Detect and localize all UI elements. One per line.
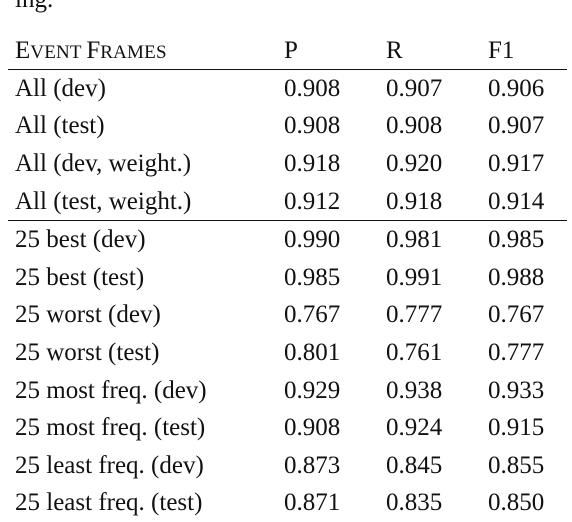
cell-p: 0.918	[277, 145, 379, 183]
cell-p: 0.767	[277, 297, 379, 335]
cell-r: 0.924	[379, 409, 481, 447]
cell-r: 0.938	[379, 372, 481, 410]
cell-f1: 0.933	[481, 372, 567, 410]
row-label: 25 worst (dev)	[8, 297, 277, 335]
cell-p: 0.908	[277, 409, 379, 447]
header-row: EVENT FRAMES P R F1	[8, 33, 567, 70]
cell-f1: 0.767	[481, 297, 567, 335]
row-label: All (test, weight.)	[8, 183, 277, 221]
cell-f1: 0.907	[481, 108, 567, 146]
table-row: 25 best (test) 0.985 0.991 0.988	[8, 259, 567, 297]
table-row: 25 most freq. (dev) 0.929 0.938 0.933	[8, 372, 567, 410]
table-row: 25 least freq. (test) 0.871 0.835 0.850	[8, 485, 567, 522]
table-header: EVENT FRAMES P R F1	[8, 33, 567, 70]
table-row: All (dev) 0.908 0.907 0.906	[8, 70, 567, 108]
row-label: All (dev)	[8, 70, 277, 108]
cell-p: 0.873	[277, 447, 379, 485]
table-row: 25 least freq. (dev) 0.873 0.845 0.855	[8, 447, 567, 485]
row-label: 25 most freq. (dev)	[8, 372, 277, 410]
cell-r: 0.777	[379, 297, 481, 335]
row-label: 25 most freq. (test)	[8, 409, 277, 447]
cell-p: 0.908	[277, 108, 379, 146]
row-label: All (dev, weight.)	[8, 145, 277, 183]
cell-r: 0.920	[379, 145, 481, 183]
cell-r: 0.918	[379, 183, 481, 221]
column-header-r: R	[379, 33, 481, 70]
cell-p: 0.929	[277, 372, 379, 410]
cell-p: 0.985	[277, 259, 379, 297]
cell-f1: 0.777	[481, 334, 567, 372]
frames-rest: RAMES	[100, 42, 166, 63]
cell-p: 0.912	[277, 183, 379, 221]
column-header-p: P	[277, 33, 379, 70]
column-header-f1: F1	[481, 33, 567, 70]
event-initial: E	[15, 37, 30, 64]
header-fragment: ing.	[15, 0, 115, 14]
results-table: EVENT FRAMES P R F1 All (dev) 0.908 0.90…	[8, 33, 567, 522]
cell-p: 0.908	[277, 70, 379, 108]
table-row: All (test, weight.) 0.912 0.918 0.914	[8, 183, 567, 221]
table-row: 25 worst (test) 0.801 0.761 0.777	[8, 334, 567, 372]
cell-p: 0.990	[277, 221, 379, 259]
row-label: All (test)	[8, 108, 277, 146]
table-row: All (test) 0.908 0.908 0.907	[8, 108, 567, 146]
row-label: 25 worst (test)	[8, 334, 277, 372]
table-row: 25 most freq. (test) 0.908 0.924 0.915	[8, 409, 567, 447]
cell-r: 0.991	[379, 259, 481, 297]
cell-r: 0.908	[379, 108, 481, 146]
event-rest: VENT	[30, 42, 86, 63]
cell-p: 0.801	[277, 334, 379, 372]
cell-r: 0.845	[379, 447, 481, 485]
table-body: All (dev) 0.908 0.907 0.906 All (test) 0…	[8, 70, 567, 522]
cell-f1: 0.915	[481, 409, 567, 447]
table-row: 25 best (dev) 0.990 0.981 0.985	[8, 221, 567, 259]
cell-f1: 0.985	[481, 221, 567, 259]
table-row: 25 worst (dev) 0.767 0.777 0.767	[8, 297, 567, 335]
cell-f1: 0.988	[481, 259, 567, 297]
cell-r: 0.761	[379, 334, 481, 372]
table-row: All (dev, weight.) 0.918 0.920 0.917	[8, 145, 567, 183]
cell-r: 0.981	[379, 221, 481, 259]
cell-r: 0.907	[379, 70, 481, 108]
frames-initial: F	[86, 37, 100, 64]
cell-f1: 0.850	[481, 485, 567, 522]
row-label: 25 best (dev)	[8, 221, 277, 259]
cell-p: 0.871	[277, 485, 379, 522]
row-label: 25 least freq. (test)	[8, 485, 277, 522]
header-fragment-text: ing.	[15, 0, 53, 12]
cell-f1: 0.855	[481, 447, 567, 485]
row-label: 25 best (test)	[8, 259, 277, 297]
cell-f1: 0.917	[481, 145, 567, 183]
column-header-event-frames: EVENT FRAMES	[8, 33, 277, 70]
cell-f1: 0.906	[481, 70, 567, 108]
row-label: 25 least freq. (dev)	[8, 447, 277, 485]
cell-r: 0.835	[379, 485, 481, 522]
cell-f1: 0.914	[481, 183, 567, 221]
